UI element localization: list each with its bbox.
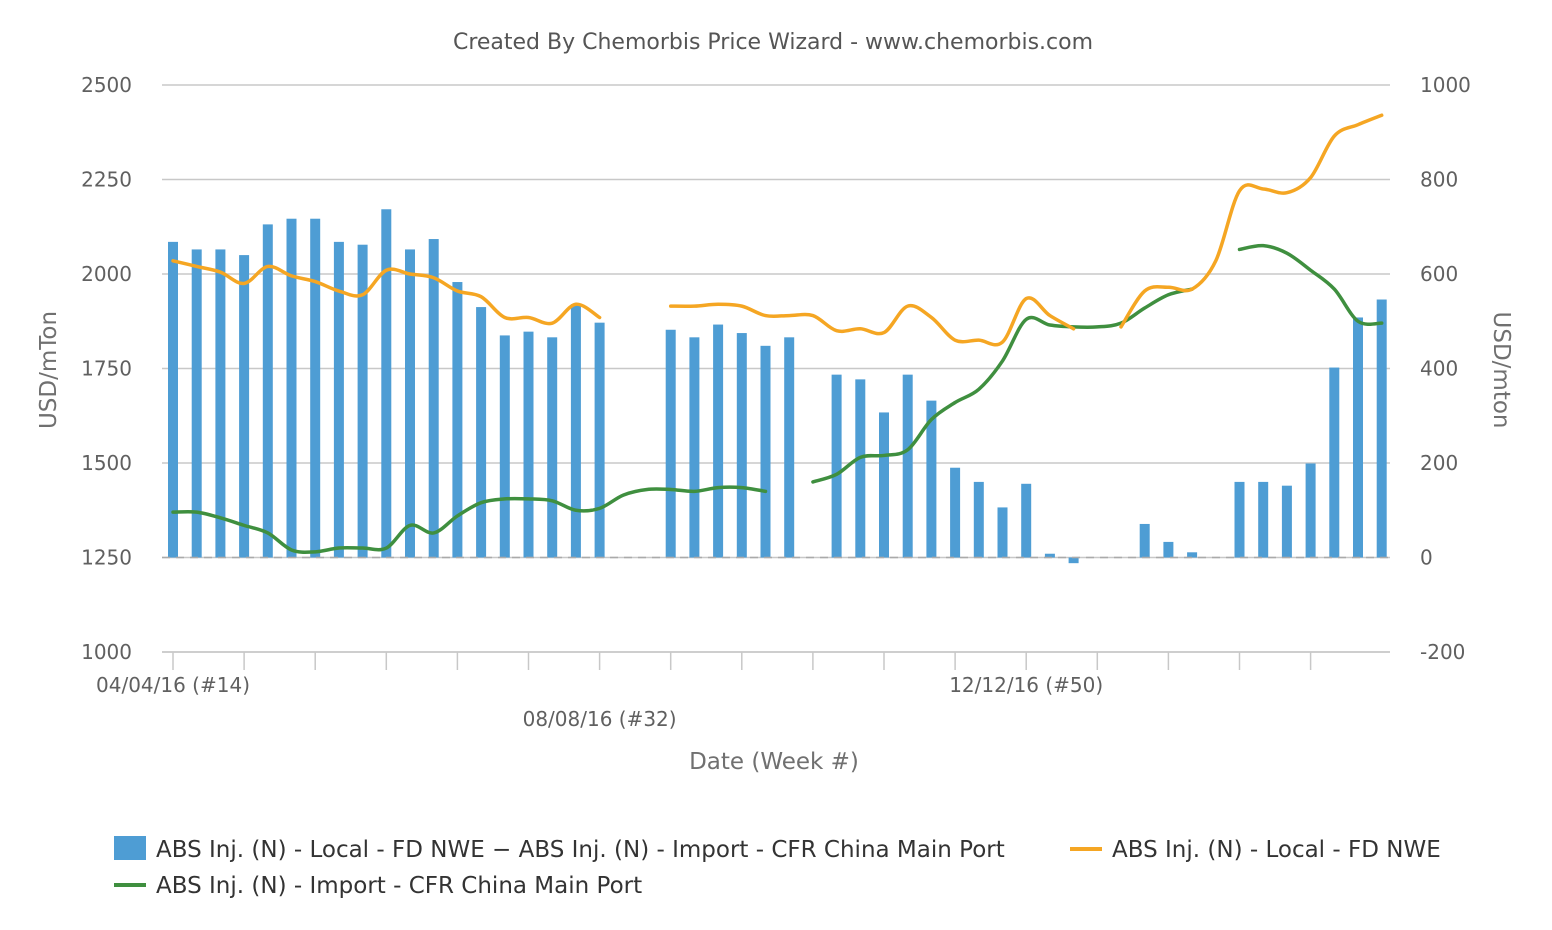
bar[interactable] [1258,481,1269,558]
bar[interactable] [760,345,771,558]
bar[interactable] [405,249,415,558]
legend: ABS Inj. (N) - Local - FD NWE − ABS Inj.… [114,836,1441,899]
bar[interactable] [736,333,747,558]
bar[interactable] [476,307,487,558]
legend-label-import: ABS Inj. (N) - Import - CFR China Main P… [156,873,642,899]
legend-item-spread[interactable]: ABS Inj. (N) - Local - FD NWE − ABS Inj.… [114,836,1005,863]
bar[interactable] [428,239,439,558]
y-left-tick-label: 1500 [81,451,132,475]
bar[interactable] [1329,367,1340,558]
bar[interactable] [973,481,984,558]
bar[interactable] [1305,463,1316,558]
local-line[interactable] [668,296,1076,347]
bar[interactable] [1281,485,1292,558]
bar[interactable] [831,374,842,558]
y-right-tick-label: 200 [1420,451,1458,475]
bar[interactable] [784,337,795,558]
bar[interactable] [1044,553,1055,558]
bar[interactable] [594,322,605,558]
bar[interactable] [547,337,558,558]
import-line[interactable] [171,485,768,554]
y-right-tick-label: 400 [1420,357,1458,381]
bar[interactable] [1376,299,1387,558]
left-axis-ticks: 2500 2250 2000 1750 1500 1250 1000 [81,73,132,664]
bar[interactable] [926,400,937,558]
bar[interactable] [1021,483,1032,558]
bar[interactable] [950,467,961,558]
x-tick-label: 04/04/16 (#14) [96,673,250,697]
y-left-tick-label: 1750 [81,357,132,381]
bar[interactable] [1234,481,1245,558]
bar[interactable] [879,412,889,558]
bar[interactable] [713,324,724,558]
y-right-tick-label: 1000 [1420,73,1471,97]
bar[interactable] [452,282,463,558]
bar[interactable] [1187,552,1198,558]
bar[interactable] [215,249,226,558]
x-axis-title: Date (Week #) [689,749,859,775]
bar[interactable] [902,374,913,558]
y-left-tick-label: 2500 [81,73,132,97]
bar[interactable] [1068,557,1079,564]
import-line[interactable] [811,287,1194,484]
bar[interactable] [286,218,297,558]
bar[interactable] [239,255,250,558]
y-right-tick-label: -200 [1420,640,1465,664]
bar[interactable] [689,337,700,558]
legend-swatch-spread [114,836,146,860]
y-right-tick-label: 600 [1420,262,1458,286]
bar[interactable] [1353,317,1363,558]
bar[interactable] [570,304,581,558]
y-left-tick-label: 1250 [81,546,132,570]
bar[interactable] [333,241,344,558]
y-left-tick-label: 1000 [81,640,132,664]
legend-label-local: ABS Inj. (N) - Local - FD NWE [1112,837,1441,863]
local-line[interactable] [171,259,602,326]
bar[interactable] [855,379,866,558]
y-left-tick-label: 2250 [81,168,132,192]
left-axis-title: USD/mTon [36,311,62,429]
chart-title: Created By Chemorbis Price Wizard - www.… [453,30,1093,55]
bar[interactable] [499,335,510,558]
local-line[interactable] [1119,113,1384,329]
bar[interactable] [191,249,202,558]
bar-series [162,209,1390,564]
x-axis: 04/04/16 (#14) 08/08/16 (#32) 12/12/16 (#5… [96,651,1390,731]
right-axis-ticks: 1000 800 600 400 200 0 -200 [1420,73,1471,664]
bar[interactable] [1139,523,1150,558]
line-series [171,113,1384,554]
bar[interactable] [168,241,178,558]
x-tick-label: 12/12/16 (#50) [949,673,1103,697]
legend-label-spread: ABS Inj. (N) - Local - FD NWE − ABS Inj.… [156,837,1005,863]
legend-item-local[interactable]: ABS Inj. (N) - Local - FD NWE [1070,837,1441,863]
bar[interactable] [381,209,392,558]
bar[interactable] [262,224,273,558]
y-right-tick-label: 0 [1420,546,1433,570]
y-left-tick-label: 2000 [81,262,132,286]
grid-lines [162,84,1390,653]
bar[interactable] [997,507,1008,558]
x-tick-label: 08/08/16 (#32) [523,707,677,731]
bar[interactable] [665,329,676,558]
bar[interactable] [357,244,368,558]
right-axis-title: USD/mton [1488,312,1514,429]
bar[interactable] [523,331,534,558]
import-line[interactable] [1237,243,1384,327]
y-right-tick-label: 800 [1420,168,1458,192]
legend-item-import[interactable]: ABS Inj. (N) - Import - CFR China Main P… [114,873,642,899]
bar[interactable] [310,218,321,558]
bar[interactable] [1163,541,1174,558]
